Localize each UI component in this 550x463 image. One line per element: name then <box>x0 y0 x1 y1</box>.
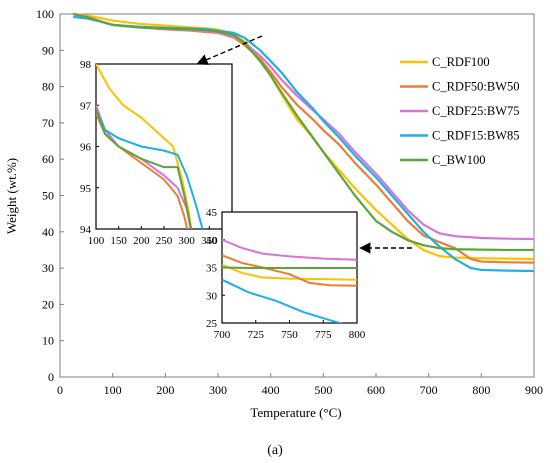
inset-y-tick-label: 96 <box>80 142 92 154</box>
inset-y-tick-label: 35 <box>206 263 218 275</box>
y-tick-label: 40 <box>42 225 54 239</box>
inset-series-line <box>96 108 204 229</box>
x-tick-label: 800 <box>472 383 490 397</box>
y-tick-label: 80 <box>42 80 54 94</box>
inset-series-lines <box>222 238 357 323</box>
x-tick-label: 200 <box>156 383 174 397</box>
inset-x-tick-label: 200 <box>133 235 150 247</box>
main-axes: 0 100 200 300 400 500 600 700 800 900 0 10 20 30 40 50 6… <box>36 7 543 397</box>
inset-series-line <box>96 109 193 229</box>
inset-x-tick-label: 725 <box>248 329 265 341</box>
inset-y-tick-label: 30 <box>206 290 218 302</box>
inset-x-tick-label: 100 <box>88 235 105 247</box>
y-tick-label: 60 <box>42 152 54 166</box>
y-tick-label: 30 <box>42 261 54 275</box>
x-tick-label: 500 <box>314 383 332 397</box>
inset-x-tick-label: 700 <box>214 329 231 341</box>
series-line <box>73 12 535 261</box>
inset-y-tick-label: 40 <box>206 235 218 247</box>
inset-x-tick-label: 250 <box>156 235 173 247</box>
x-tick-label: 700 <box>420 383 438 397</box>
inset-series-lines <box>96 64 204 229</box>
x-axis-title: Temperature (°C) <box>250 405 341 420</box>
inset-y-tick-label: 97 <box>80 100 92 112</box>
legend: C_RDF100 C_RDF50:BW50 C_RDF25:BW75 C_RDF15:… <box>400 55 520 167</box>
legend-label: C_RDF100 <box>432 55 490 69</box>
x-tick-label: 100 <box>104 383 122 397</box>
y-tick-label: 90 <box>42 43 54 57</box>
inset-y-tick-label: 25 <box>206 318 218 330</box>
inset-y-tick-label: 45 <box>206 207 218 219</box>
inset-series-line <box>96 64 193 229</box>
y-axis-title: Weight (wt.%) <box>4 158 19 234</box>
inset-x-tick-label: 800 <box>349 329 366 341</box>
y-tick-label: 0 <box>48 370 54 384</box>
legend-label: C_RDF15:BW85 <box>432 129 520 143</box>
x-tick-label: 400 <box>262 383 280 397</box>
inset-series-line <box>222 278 344 323</box>
inset-y-tick-label: 95 <box>80 183 92 195</box>
inset-series-line <box>222 266 357 270</box>
x-tick-label: 600 <box>367 383 385 397</box>
inset-y-tick-label: 94 <box>80 224 92 236</box>
inset-series-line <box>96 104 192 229</box>
y-tick-label: 100 <box>36 7 54 21</box>
y-tick-label: 20 <box>42 297 54 311</box>
inset-top-left: 1001502002503003504009495969798 <box>80 59 241 247</box>
inset-series-line <box>222 254 357 287</box>
y-tick-label: 70 <box>42 116 54 130</box>
x-tick-label: 900 <box>525 383 543 397</box>
y-tick-label: 50 <box>42 189 54 203</box>
x-tick-label: 300 <box>209 383 227 397</box>
inset-series-line <box>222 238 357 261</box>
legend-label: C_BW100 <box>432 153 485 167</box>
y-tick-label: 10 <box>42 334 54 348</box>
series-line <box>72 12 534 252</box>
inset-y-tick-label: 98 <box>80 59 92 71</box>
legend-label: C_RDF25:BW75 <box>432 104 520 118</box>
inset-x-tick-label: 750 <box>281 329 298 341</box>
main-series-lines <box>72 12 535 273</box>
inset-x-tick-label: 775 <box>315 329 332 341</box>
inset-bottom-right: 700 725 750 775 800 25 30 35 40 45 <box>206 207 366 341</box>
inset-x-tick-label: 300 <box>178 235 195 247</box>
inset-series-line <box>222 263 357 281</box>
inset-x-tick-label: 150 <box>110 235 127 247</box>
inset-pointer-arrows <box>196 35 412 254</box>
figure-caption: (a) <box>267 443 283 458</box>
inset-frame <box>95 63 233 230</box>
inset-x-tick-label: 350 <box>201 235 218 247</box>
arrow-to-inset-1 <box>196 35 263 65</box>
legend-label: C_RDF50:BW50 <box>432 80 520 94</box>
x-tick-label: 0 <box>57 383 63 397</box>
